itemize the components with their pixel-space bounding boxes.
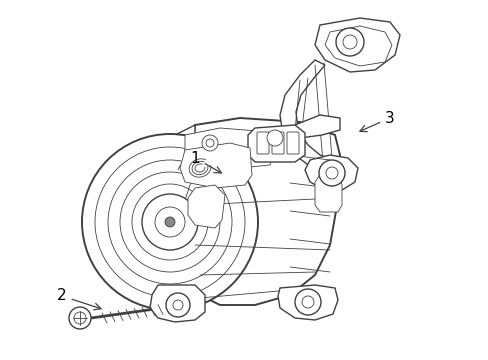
Text: 1: 1 [190,150,221,173]
Polygon shape [314,18,399,72]
Circle shape [202,135,218,151]
Polygon shape [138,125,195,305]
Polygon shape [280,60,339,175]
Circle shape [74,312,86,324]
FancyBboxPatch shape [271,132,284,154]
Circle shape [342,35,356,49]
Polygon shape [247,125,305,162]
Text: 3: 3 [359,111,394,132]
Polygon shape [314,175,341,212]
Polygon shape [180,143,251,188]
Circle shape [164,217,175,227]
Polygon shape [325,26,391,66]
Polygon shape [187,118,339,305]
Circle shape [142,194,198,250]
FancyBboxPatch shape [257,132,268,154]
Circle shape [266,130,283,146]
Polygon shape [294,115,339,138]
Circle shape [294,289,320,315]
Circle shape [82,134,258,310]
Circle shape [335,28,363,56]
Circle shape [302,296,313,308]
Polygon shape [305,155,357,190]
Circle shape [205,139,214,147]
Circle shape [69,307,91,329]
Circle shape [155,207,184,237]
FancyBboxPatch shape [286,132,298,154]
Circle shape [165,293,190,317]
Circle shape [318,160,345,186]
Text: 2: 2 [57,288,101,310]
Polygon shape [187,185,224,228]
Circle shape [325,167,337,179]
Polygon shape [184,128,274,168]
Polygon shape [278,285,337,320]
Polygon shape [150,285,204,322]
Circle shape [173,300,183,310]
